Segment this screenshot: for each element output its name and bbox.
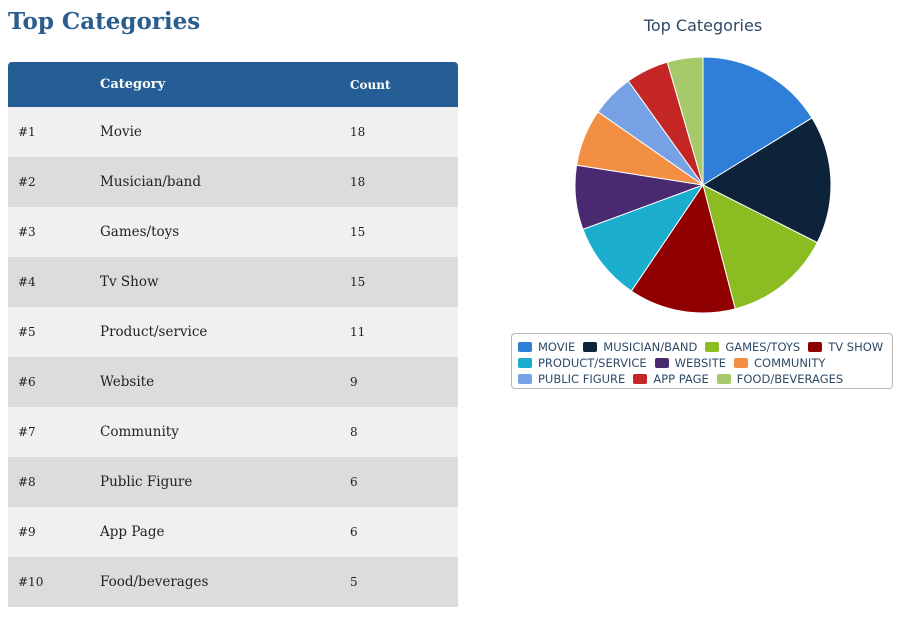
legend-swatch xyxy=(733,358,748,368)
legend-item[interactable]: MUSICIAN/BAND xyxy=(583,340,697,354)
legend-label: WEBSITE xyxy=(674,356,726,370)
count-column-header: Count xyxy=(350,62,458,107)
rank-cell: #3 xyxy=(8,207,100,257)
table-row: #8 Public Figure 6 xyxy=(8,457,458,507)
table-row: #2 Musician/band 18 xyxy=(8,157,458,207)
legend-swatch xyxy=(583,342,598,352)
category-cell: Games/toys xyxy=(100,207,350,257)
top-categories-table-container: Category Count #1 Movie 18 #2 Musician/b… xyxy=(8,62,458,607)
rank-cell: #1 xyxy=(8,107,100,157)
count-cell: 8 xyxy=(350,407,458,457)
pie-chart xyxy=(574,56,832,314)
legend-row: PRODUCT/SERVICE WEBSITE COMMUNITY xyxy=(518,355,888,371)
table-row: #10 Food/beverages 5 xyxy=(8,557,458,607)
legend-swatch xyxy=(518,374,532,384)
pie-slice-food-beverages[interactable] xyxy=(666,56,704,186)
legend-swatch xyxy=(654,358,669,368)
table-row: #1 Movie 18 xyxy=(8,107,458,157)
legend-label: PRODUCT/SERVICE xyxy=(538,356,647,370)
pie-slice-tv-show[interactable] xyxy=(630,183,736,314)
legend-swatch xyxy=(808,342,823,352)
pie-slice-games-toys[interactable] xyxy=(702,184,818,310)
table-row: #4 Tv Show 15 xyxy=(8,257,458,307)
pie-slice-product-service[interactable] xyxy=(582,183,705,292)
legend-label: MOVIE xyxy=(538,340,576,354)
category-cell: Community xyxy=(100,407,350,457)
table-row: #7 Community 8 xyxy=(8,407,458,457)
table-row: #6 Website 9 xyxy=(8,357,458,407)
table-row: #3 Games/toys 15 xyxy=(8,207,458,257)
legend-item[interactable]: PRODUCT/SERVICE xyxy=(518,356,647,370)
legend-label: GAMES/TOYS xyxy=(725,340,801,354)
count-cell: 15 xyxy=(350,257,458,307)
table-row: #5 Product/service 11 xyxy=(8,307,458,357)
pie-slice-musician-band[interactable] xyxy=(701,117,832,244)
rank-cell: #9 xyxy=(8,507,100,557)
legend-item[interactable]: PUBLIC FIGURE xyxy=(518,372,625,386)
rank-cell: #5 xyxy=(8,307,100,357)
legend-item[interactable]: APP PAGE xyxy=(633,372,709,386)
rank-cell: #6 xyxy=(8,357,100,407)
legend-swatch xyxy=(633,374,648,384)
category-cell: App Page xyxy=(100,507,350,557)
count-cell: 9 xyxy=(350,357,458,407)
count-cell: 5 xyxy=(350,557,458,607)
legend-label: FOOD/BEVERAGES xyxy=(736,372,844,386)
legend-item[interactable]: TV SHOW xyxy=(808,340,883,354)
legend-item[interactable]: GAMES/TOYS xyxy=(705,340,800,354)
rank-column-header xyxy=(8,62,100,107)
category-cell: Website xyxy=(100,357,350,407)
legend-label: APP PAGE xyxy=(653,372,709,386)
count-cell: 18 xyxy=(350,157,458,207)
table-header-row: Category Count xyxy=(8,62,458,107)
legend-label: COMMUNITY xyxy=(753,356,826,370)
legend-swatch xyxy=(705,342,720,352)
rank-cell: #8 xyxy=(8,457,100,507)
legend-item[interactable]: MOVIE xyxy=(518,340,575,354)
rank-cell: #4 xyxy=(8,257,100,307)
chart-legend: MOVIE MUSICIAN/BAND GAMES/TOYS TV SHOW PRODU… xyxy=(511,333,893,389)
count-cell: 6 xyxy=(350,507,458,557)
count-cell: 18 xyxy=(350,107,458,157)
category-cell: Tv Show xyxy=(100,257,350,307)
count-cell: 11 xyxy=(350,307,458,357)
legend-label: PUBLIC FIGURE xyxy=(538,372,626,386)
legend-row: MOVIE MUSICIAN/BAND GAMES/TOYS TV SHOW xyxy=(518,339,888,355)
category-cell: Public Figure xyxy=(100,457,350,507)
rank-cell: #2 xyxy=(8,157,100,207)
legend-item[interactable]: FOOD/BEVERAGES xyxy=(716,372,844,386)
page-title: Top Categories xyxy=(8,8,201,35)
rank-cell: #10 xyxy=(8,557,100,607)
category-cell: Movie xyxy=(100,107,350,157)
table-row: #9 App Page 6 xyxy=(8,507,458,557)
pie-slice-movie[interactable] xyxy=(702,56,813,186)
count-cell: 15 xyxy=(350,207,458,257)
count-cell: 6 xyxy=(350,457,458,507)
legend-swatch xyxy=(518,342,532,352)
category-cell: Product/service xyxy=(100,307,350,357)
legend-swatch xyxy=(716,374,731,384)
rank-cell: #7 xyxy=(8,407,100,457)
legend-item[interactable]: COMMUNITY xyxy=(733,356,826,370)
legend-item[interactable]: WEBSITE xyxy=(654,356,726,370)
legend-row: PUBLIC FIGURE APP PAGE FOOD/BEVERAGES xyxy=(518,371,888,387)
legend-label: TV SHOW xyxy=(828,340,884,354)
category-column-header: Category xyxy=(100,62,350,107)
legend-swatch xyxy=(518,358,532,368)
chart-title: Top Categories xyxy=(643,16,763,35)
top-categories-table: Category Count #1 Movie 18 #2 Musician/b… xyxy=(8,62,458,607)
legend-label: MUSICIAN/BAND xyxy=(603,340,698,354)
category-cell: Food/beverages xyxy=(100,557,350,607)
category-cell: Musician/band xyxy=(100,157,350,207)
